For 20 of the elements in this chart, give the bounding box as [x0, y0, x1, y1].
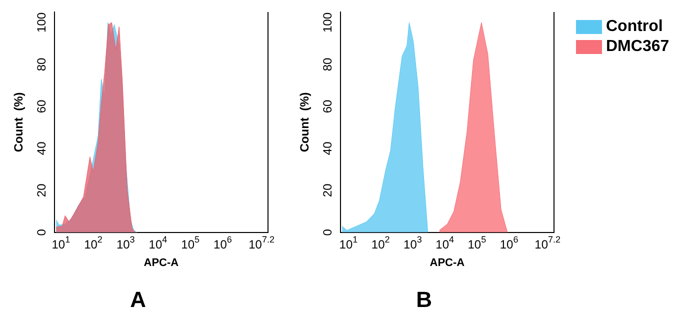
y-tick-label: 80 [320, 57, 335, 72]
y-axis-title: Count (%) [12, 92, 26, 152]
y-tick-label: 0 [320, 228, 335, 236]
legend-label: DMC367 [606, 38, 670, 56]
y-tick-label: 60 [34, 99, 49, 114]
legend-label: Control [606, 18, 663, 36]
y-axis-title: Count (%) [298, 92, 312, 152]
y-tick-label: 80 [34, 57, 49, 72]
text: A [130, 286, 146, 312]
y-tick-label: 20 [320, 183, 335, 198]
y-tick-label: 100 [320, 12, 335, 33]
y-tick-label: 40 [34, 141, 49, 156]
x-axis-title: APC-A [144, 257, 179, 270]
x-axis-title: APC-A [430, 257, 465, 270]
y-tick-label: 0 [34, 228, 49, 236]
y-tick-label: 100 [34, 12, 49, 33]
y-tick-label: 60 [320, 99, 335, 114]
y-tick-label: 20 [34, 183, 49, 198]
y-tick-label: 40 [320, 141, 335, 156]
text: B [416, 286, 432, 312]
